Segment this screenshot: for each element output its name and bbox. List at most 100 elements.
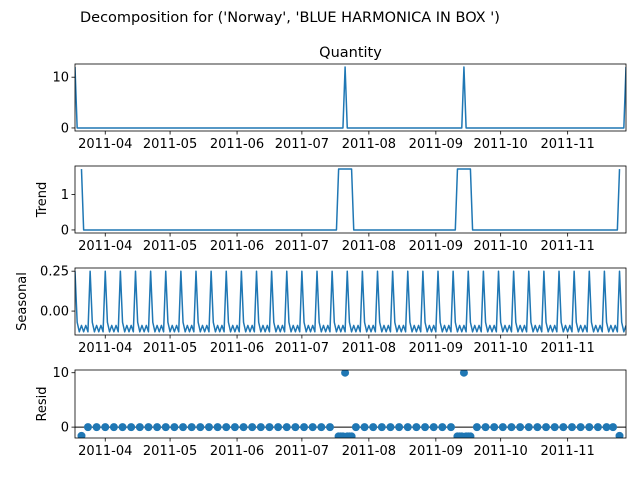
- resid-point: [421, 423, 430, 432]
- resid-point: [351, 423, 360, 432]
- resid-point: [481, 423, 490, 432]
- resid-point: [498, 423, 507, 432]
- resid-point: [239, 423, 248, 432]
- resid-point: [395, 423, 404, 432]
- x-tick-label: 2011-06: [210, 137, 264, 152]
- resid-point: [317, 423, 326, 432]
- resid-point: [308, 423, 317, 432]
- y-axis-label: Trend: [35, 182, 50, 219]
- resid-point: [446, 423, 455, 432]
- x-tick-label: 2011-11: [540, 239, 594, 254]
- x-tick-label: 2011-10: [474, 137, 528, 152]
- axes-frame: [74, 63, 627, 132]
- x-tick-label: 2011-08: [342, 137, 396, 152]
- x-tick-label: 2011-10: [474, 239, 528, 254]
- resid-point: [144, 423, 153, 432]
- x-tick-label: 2011-05: [143, 137, 197, 152]
- axes-frame: [74, 267, 627, 336]
- x-tick-label: 2011-09: [409, 444, 463, 459]
- y-axis-label: Resid: [35, 386, 50, 421]
- plot-area: [75, 370, 626, 438]
- resid-point: [466, 432, 475, 438]
- x-tick-label: 2011-08: [342, 239, 396, 254]
- panel-2: 0 1 2011-04 2011-05 2011-06 2011-07 2011-08 201…: [35, 165, 627, 254]
- resid-point: [161, 423, 170, 432]
- resid-point: [256, 423, 265, 432]
- x-tick-label: 2011-06: [210, 239, 264, 254]
- resid-point: [438, 423, 447, 432]
- x-tick-label: 2011-04: [78, 239, 132, 254]
- resid-point: [472, 423, 481, 432]
- resid-point: [347, 432, 356, 438]
- x-tick-label: 2011-08: [342, 341, 396, 356]
- resid-point: [615, 431, 624, 438]
- resid-point: [179, 423, 188, 432]
- resid-point: [459, 370, 468, 377]
- resid-point: [429, 423, 438, 432]
- y-tick-label: 0: [61, 121, 69, 136]
- resid-point: [360, 423, 369, 432]
- series-line: [75, 270, 626, 333]
- y-tick-label: 0.25: [40, 265, 69, 280]
- y-tick-label: 0.00: [40, 305, 69, 320]
- resid-point: [585, 423, 594, 432]
- resid-point: [291, 423, 300, 432]
- resid-point: [369, 423, 378, 432]
- y-tick-label: 10: [52, 71, 69, 86]
- panel-1: 0 10 2011-04 2011-05 2011-06 2011-07 2011-08 20…: [52, 45, 627, 152]
- x-tick-label: 2011-04: [78, 137, 132, 152]
- resid-point: [265, 423, 274, 432]
- plot-area: [75, 270, 626, 333]
- resid-point: [386, 423, 395, 432]
- y-tick-label: 0: [61, 223, 69, 238]
- resid-point: [135, 423, 144, 432]
- resid-point: [248, 423, 257, 432]
- y-tick-label: 10: [52, 366, 69, 381]
- y-axis-label: Seasonal: [15, 272, 30, 331]
- resid-point: [559, 423, 568, 432]
- x-tick-label: 2011-11: [540, 444, 594, 459]
- x-tick-label: 2011-07: [275, 444, 329, 459]
- resid-point: [325, 423, 334, 432]
- x-tick-label: 2011-09: [409, 137, 463, 152]
- resid-point: [196, 423, 205, 432]
- axes-frame: [74, 165, 627, 234]
- x-tick-label: 2011-08: [342, 444, 396, 459]
- plot-area: [75, 66, 626, 129]
- resid-point: [576, 423, 585, 432]
- resid-point: [550, 423, 559, 432]
- plot-area: [80, 168, 621, 231]
- x-tick-label: 2011-11: [540, 137, 594, 152]
- panel-title: Quantity: [319, 45, 382, 61]
- resid-point: [593, 423, 602, 432]
- resid-point: [609, 423, 618, 432]
- resid-point: [187, 423, 196, 432]
- resid-point: [300, 423, 309, 432]
- resid-point: [282, 423, 291, 432]
- x-tick-label: 2011-09: [409, 341, 463, 356]
- x-tick-label: 2011-07: [275, 341, 329, 356]
- y-tick-label: 1: [61, 188, 69, 203]
- resid-point: [127, 423, 136, 432]
- axes-frame: [74, 369, 627, 439]
- x-tick-label: 2011-06: [210, 444, 264, 459]
- resid-point: [101, 423, 110, 432]
- resid-point: [213, 423, 222, 432]
- x-tick-label: 2011-04: [78, 444, 132, 459]
- x-tick-label: 2011-05: [143, 239, 197, 254]
- panel-4: 0 10 2011-04 2011-05 2011-06 2011-07 2011-08 20…: [35, 366, 627, 459]
- resid-point: [341, 370, 350, 377]
- resid-point: [170, 423, 179, 432]
- resid-point: [542, 423, 551, 432]
- resid-point: [204, 423, 213, 432]
- series-line: [80, 168, 621, 231]
- x-tick-label: 2011-10: [474, 444, 528, 459]
- x-tick-label: 2011-04: [78, 341, 132, 356]
- y-tick-label: 0: [61, 421, 69, 436]
- resid-point: [377, 423, 386, 432]
- x-tick-label: 2011-05: [143, 341, 197, 356]
- resid-point: [533, 423, 542, 432]
- x-tick-label: 2011-07: [275, 137, 329, 152]
